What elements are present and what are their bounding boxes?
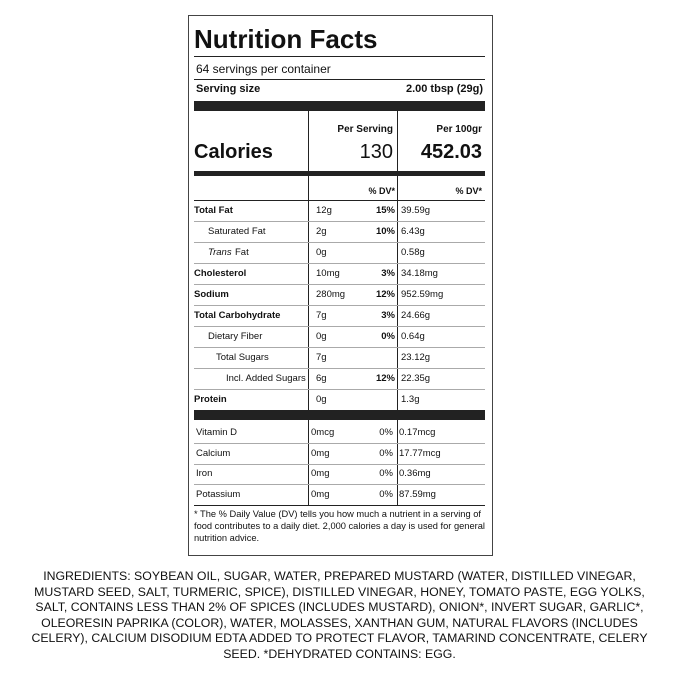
footnote: * The % Daily Value (DV) tells you how m… <box>194 509 485 543</box>
daily-value: 0% <box>379 447 393 459</box>
title: Nutrition Facts <box>194 24 378 54</box>
amount: 7g <box>316 310 327 321</box>
daily-value: 12% <box>375 289 395 300</box>
nutrient-name: Protein <box>194 394 227 405</box>
rule <box>194 305 485 306</box>
rule <box>194 221 485 222</box>
col-rule <box>397 420 398 505</box>
per-100g: 0.64g <box>401 331 425 342</box>
rule <box>194 56 485 57</box>
rule <box>194 484 485 485</box>
amount: 0g <box>316 247 327 258</box>
amount: 6g <box>316 373 327 384</box>
per-100g: 6.43g <box>401 226 425 237</box>
amount: 280mg <box>316 289 346 300</box>
amount: 12g <box>316 205 332 216</box>
per-100g: 24.66g <box>401 310 431 321</box>
per-100g: 952.59mg <box>401 289 444 300</box>
per-100g: 0.36mg <box>399 468 431 479</box>
calories-value: 452.03 <box>420 141 482 163</box>
per-100g: 34.18mg <box>401 268 438 279</box>
rule <box>194 368 485 369</box>
col-rule <box>308 420 309 505</box>
nutrient-name-italic: Trans <box>208 247 232 258</box>
calories-value: 130 <box>359 141 393 163</box>
rule <box>194 79 485 80</box>
amount: 0mg <box>311 488 330 500</box>
vitamin-name: Potassium <box>196 488 241 500</box>
col-rule <box>397 176 398 410</box>
amount: 0mg <box>311 447 330 459</box>
daily-value: 0% <box>379 488 393 500</box>
col-rule <box>308 111 309 173</box>
rule <box>194 326 485 327</box>
amount: 0mg <box>311 468 330 479</box>
rule <box>194 505 485 506</box>
thick-rule <box>194 171 485 176</box>
rule <box>194 284 485 285</box>
per-100g: 22.35g <box>401 373 431 384</box>
thick-rule <box>194 101 485 111</box>
daily-value: 3% <box>381 310 395 321</box>
nutrient-name: Total Fat <box>194 205 233 216</box>
per-100g: 39.59g <box>401 205 431 216</box>
amount: 7g <box>316 352 327 363</box>
per-100g: 87.59mg <box>399 488 436 500</box>
col-rule <box>308 176 309 410</box>
nutrient-name: Total Carbohydrate <box>194 310 281 321</box>
nutrient-name: Dietary Fiber <box>208 331 263 342</box>
vitamin-name: Vitamin D <box>196 427 238 438</box>
per-100g: 0.17mcg <box>399 427 436 438</box>
thick-rule <box>194 410 485 420</box>
nutrient-name: Incl. Added Sugars <box>226 373 306 384</box>
rule <box>194 463 485 465</box>
nutrient-name: Sodium <box>194 289 229 300</box>
rule <box>194 263 485 264</box>
serving-size-value: 2.00 tbsp (29g) <box>405 83 483 95</box>
rule <box>194 242 485 243</box>
amount: 10mg <box>316 268 340 279</box>
vitamin-name: Iron <box>196 468 213 479</box>
rule <box>194 443 485 444</box>
rule <box>194 389 485 390</box>
nutrient-name: Cholesterol <box>194 268 247 279</box>
col-rule <box>397 111 398 173</box>
nutrient-name: Saturated Fat <box>208 226 266 237</box>
daily-value: 0% <box>379 427 393 438</box>
amount: 0g <box>316 331 327 342</box>
daily-value: 15% <box>375 205 395 216</box>
col-header: Per Serving <box>337 124 393 135</box>
serving-size-label: Serving size <box>196 83 261 95</box>
per-100g: 23.12g <box>401 352 431 363</box>
daily-value: 10% <box>375 226 395 237</box>
label-box <box>188 15 493 556</box>
per-100g: 17.77mcg <box>399 447 441 459</box>
calories-label: Calories <box>194 141 273 163</box>
amount: 0g <box>316 394 327 405</box>
servings: 64 servings per container <box>196 62 331 76</box>
daily-value: 12% <box>375 373 395 384</box>
rule <box>194 200 485 201</box>
daily-value: 3% <box>381 268 395 279</box>
daily-value: 0% <box>381 331 395 342</box>
col-header: Per 100gr <box>436 124 482 135</box>
amount: 0mcg <box>311 427 335 438</box>
per-100g: 0.58g <box>401 247 425 258</box>
nutrient-name: Total Sugars <box>216 352 269 363</box>
dv-header: % DV* <box>455 186 482 196</box>
daily-value: 0% <box>379 468 393 479</box>
dv-header: % DV* <box>368 186 395 196</box>
per-100g: 1.3g <box>401 394 420 405</box>
ingredients: INGREDIENTS: SOYBEAN OIL, SUGAR, WATER, … <box>31 569 648 661</box>
vitamin-name: Calcium <box>196 447 231 459</box>
nutrient-name: Fat <box>235 247 249 258</box>
rule <box>194 347 485 348</box>
amount: 2g <box>316 226 327 237</box>
